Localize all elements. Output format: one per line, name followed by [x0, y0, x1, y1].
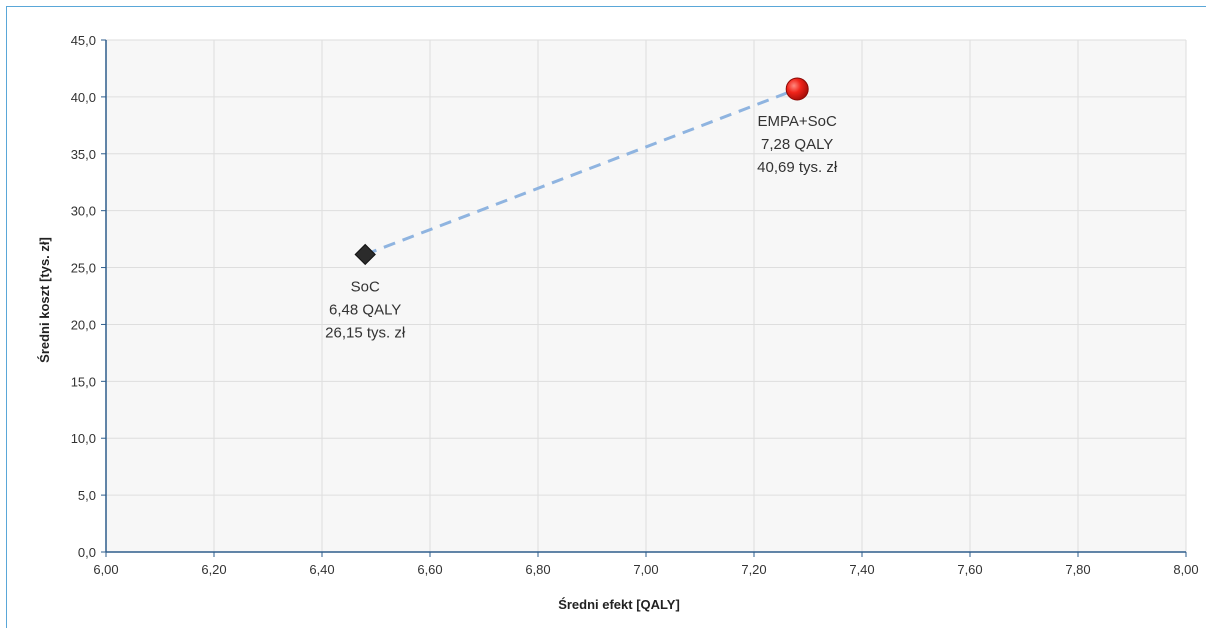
y-tick-label: 15,0: [71, 374, 96, 389]
x-tick-label: 6,40: [309, 562, 334, 577]
x-tick-label: 7,60: [957, 562, 982, 577]
chart-frame: [6, 6, 1206, 628]
point-label-empa-soc: 40,69 tys. zł: [757, 159, 838, 176]
x-tick-label: 6,60: [417, 562, 442, 577]
y-tick-label: 0,0: [78, 545, 96, 560]
point-empa-soc: [785, 77, 809, 101]
point-label-soc: 6,48 QALY: [329, 301, 401, 318]
x-tick-label: 7,20: [741, 562, 766, 577]
y-tick-label: 10,0: [71, 431, 96, 446]
y-axis-ticks: 0,0 5,0 10,0 15,0 20,0 25,0 30,0 35,0 40,0 45,0: [71, 33, 106, 560]
point-soc: [354, 243, 376, 266]
y-axis-title: Średni koszt [tys. zł]: [37, 237, 52, 363]
x-tick-label: 7,80: [1065, 562, 1090, 577]
point-label-empa-soc: 7,28 QALY: [761, 136, 833, 153]
y-tick-label: 25,0: [71, 261, 96, 276]
x-tick-label: 7,00: [633, 562, 658, 577]
y-tick-label: 40,0: [71, 90, 96, 105]
x-axis-title: Średni efekt [QALY]: [558, 597, 680, 612]
point-label-soc: SoC: [351, 278, 380, 295]
y-tick-label: 35,0: [71, 147, 96, 162]
y-tick-label: 20,0: [71, 317, 96, 332]
x-tick-label: 6,80: [525, 562, 550, 577]
gridlines: [106, 39, 1187, 552]
x-tick-label: 6,00: [93, 562, 118, 577]
x-tick-label: 8,00: [1173, 562, 1198, 577]
connector-line: [364, 87, 798, 256]
y-tick-label: 5,0: [78, 488, 96, 503]
point-label-soc: 26,15 tys. zł: [325, 324, 406, 341]
x-tick-label: 6,20: [201, 562, 226, 577]
point-label-empa-soc: EMPA+SoC: [758, 113, 838, 130]
y-tick-label: 45,0: [71, 33, 96, 48]
data-points: SoC 6,48 QALY 26,15 tys. zł EMPA+SoC 7,28 QA…: [325, 77, 838, 341]
x-tick-label: 7,40: [849, 562, 874, 577]
y-tick-label: 30,0: [71, 204, 96, 219]
x-axis-ticks: 6,00 6,20 6,40 6,60 6,80 7,00 7,20 7,40 7,60 7,80…: [93, 552, 1199, 577]
